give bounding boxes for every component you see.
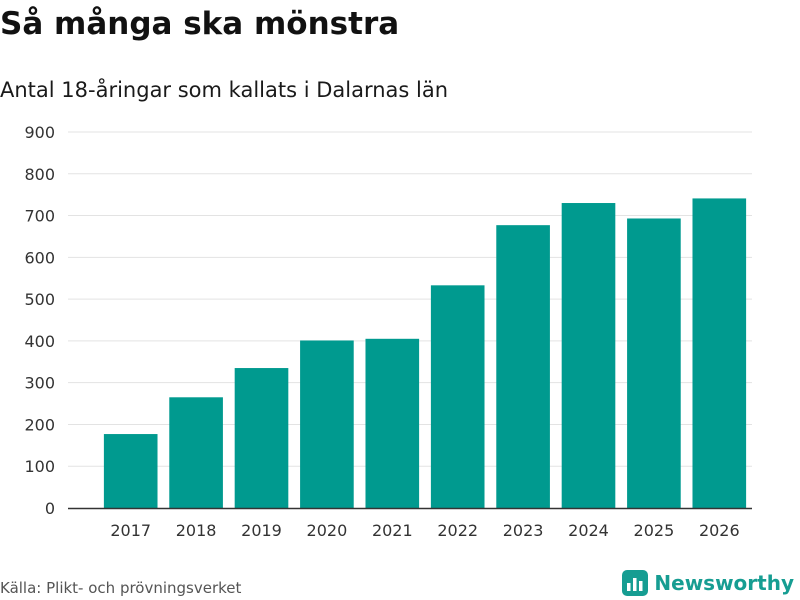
x-tick-label: 2023: [503, 521, 544, 540]
x-tick-label: 2018: [176, 521, 217, 540]
bar-2020[interactable]: 2020: 401: [300, 340, 354, 508]
bar-2023[interactable]: 2023: 677: [496, 225, 550, 509]
x-tick-label: 2020: [307, 521, 348, 540]
y-tick-label: 800: [24, 165, 55, 184]
x-tick-label: 2022: [437, 521, 478, 540]
y-tick-label: 300: [24, 374, 55, 393]
y-tick-label: 900: [24, 123, 55, 142]
x-axis-ticks: 2017 2018 2019 2020 2021 2022 2023 2024 2025 2026: [110, 521, 739, 540]
bar-2019[interactable]: 2019: 335: [234, 368, 289, 508]
x-tick-label: 2017: [110, 521, 151, 540]
newsworthy-logo-icon: [622, 570, 649, 596]
chart-subtitle: Antal 18-åringar som kallats i Dalarnas …: [0, 78, 449, 102]
bar-2026[interactable]: 2026: 741: [692, 198, 747, 508]
bar-2024[interactable]: 2024: 730: [561, 203, 616, 508]
x-tick-label: 2019: [241, 521, 282, 540]
bar-2022[interactable]: 2022: 533: [430, 285, 485, 508]
brand-name: Newsworthy: [654, 571, 794, 595]
bar-2018[interactable]: 2018: 265: [169, 397, 223, 508]
bars: 2017: 1772018: 2652019: 3352020: 4012021…: [103, 198, 747, 509]
bar-2021[interactable]: 2021: 405: [365, 338, 420, 508]
y-tick-label: 500: [24, 290, 55, 309]
bar-2017[interactable]: 2017: 177: [103, 434, 158, 508]
x-tick-label: 2026: [699, 521, 740, 540]
y-tick-label: 700: [24, 207, 55, 226]
bar-2025[interactable]: 2025: 693: [627, 218, 681, 509]
y-tick-label: 100: [24, 457, 55, 476]
x-tick-label: 2021: [372, 521, 413, 540]
y-tick-label: 400: [24, 332, 55, 351]
y-axis-ticks: 0 100 200 300 400 500 600 700 800 900: [24, 123, 55, 518]
chart-title: Så många ska mönstra: [0, 6, 400, 42]
x-tick-label: 2025: [634, 521, 675, 540]
source-note: Källa: Plikt- och prövningsverket: [0, 579, 242, 597]
y-tick-label: 0: [45, 499, 55, 518]
brand-logo-group[interactable]: Newsworthy: [622, 570, 794, 596]
y-tick-label: 200: [24, 415, 55, 434]
x-tick-label: 2024: [568, 521, 609, 540]
y-tick-label: 600: [24, 248, 55, 267]
